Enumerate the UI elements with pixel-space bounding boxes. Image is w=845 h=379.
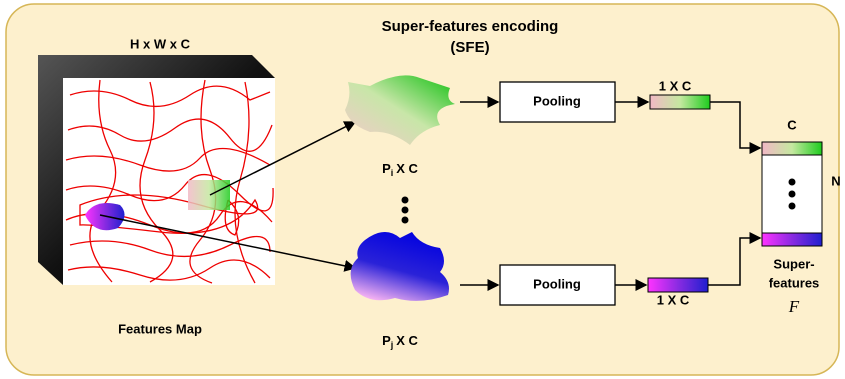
title-line2: (SFE): [450, 39, 489, 56]
features-dims: H x W x C: [130, 36, 191, 51]
feature-cube: [38, 55, 275, 285]
output-label-line1: Super-: [773, 256, 814, 271]
matrix-row-bottom: [762, 233, 822, 246]
vector-label-j: 1 X C: [657, 292, 690, 307]
rows-label: N: [831, 173, 840, 188]
vector-i: [650, 95, 710, 109]
matrix-dots: [789, 179, 796, 210]
columns-label: C: [787, 117, 797, 132]
diagram: Super-features encoding (SFE) H x W x C …: [0, 0, 845, 379]
vector-label-i: 1 X C: [659, 78, 692, 93]
vector-j: [648, 278, 708, 292]
matrix-row-top: [762, 142, 822, 155]
ellipsis-dots: [402, 197, 409, 224]
title-line1: Super-features encoding: [382, 18, 559, 35]
pooling-label: Pooling: [533, 93, 581, 108]
output-label-line2: features: [769, 275, 820, 290]
features-map-label: Features Map: [118, 321, 202, 336]
output-symbol: F: [788, 297, 800, 316]
pooling-label: Pooling: [533, 276, 581, 291]
